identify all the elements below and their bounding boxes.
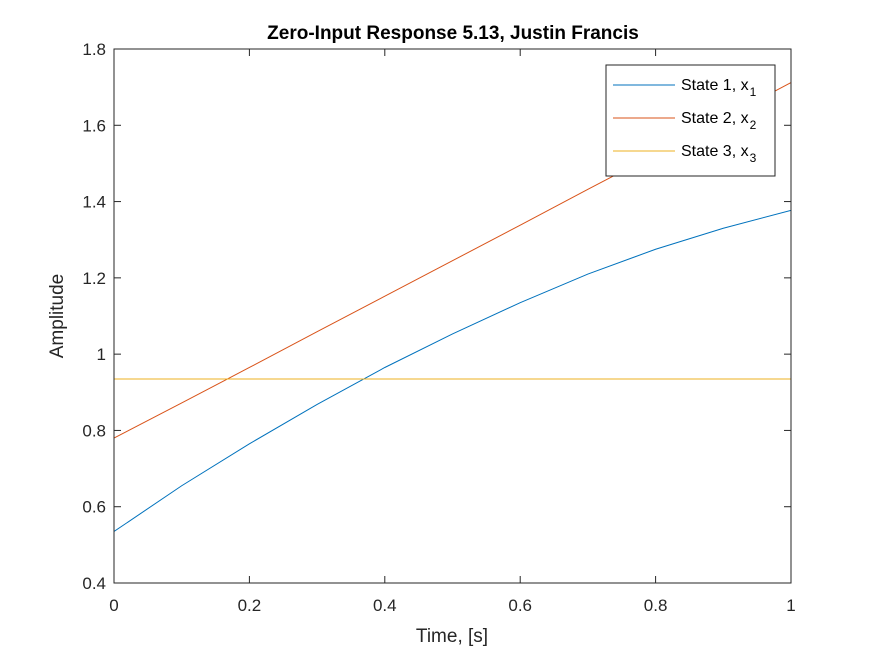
legend: State 1, x1 State 2, x2 State 3, x3 xyxy=(605,64,776,177)
x-tick-label: 0 xyxy=(109,596,118,615)
x-tick-label: 0.8 xyxy=(644,596,668,615)
y-tick-label: 1.2 xyxy=(82,269,106,288)
x-tick-label: 0.4 xyxy=(373,596,397,615)
y-tick-label: 1.8 xyxy=(82,40,106,59)
legend-box xyxy=(605,64,776,177)
y-tick-label: 0.4 xyxy=(82,574,106,593)
y-axis-label: Amplitude xyxy=(47,274,68,359)
y-tick-label: 1.4 xyxy=(82,193,106,212)
x-tick-label: 1 xyxy=(786,596,795,615)
y-tick-label: 1 xyxy=(97,345,106,364)
y-axis-ticks: 0.4 0.6 0.8 1 1.2 1.4 1.6 1.8 xyxy=(82,40,791,593)
axes-box xyxy=(113,48,792,584)
series-line-state-1 xyxy=(114,209,791,532)
x-axis-label: Time, [s] xyxy=(416,626,488,647)
legend-label-state-2: State 2, x2 xyxy=(681,110,757,132)
legend-label-state-1: State 1, x1 xyxy=(681,77,757,99)
y-tick-label: 1.6 xyxy=(82,116,106,135)
chart-title: Zero-Input Response 5.13, Justin Francis xyxy=(267,23,639,44)
x-tick-label: 0.2 xyxy=(238,596,262,615)
legend-label-state-3: State 3, x3 xyxy=(681,143,757,165)
y-tick-label: 0.8 xyxy=(82,421,106,440)
y-tick-label: 0.6 xyxy=(82,498,106,517)
x-axis-ticks: 0 0.2 0.4 0.6 0.8 1 xyxy=(109,49,796,615)
x-tick-label: 0.6 xyxy=(508,596,532,615)
